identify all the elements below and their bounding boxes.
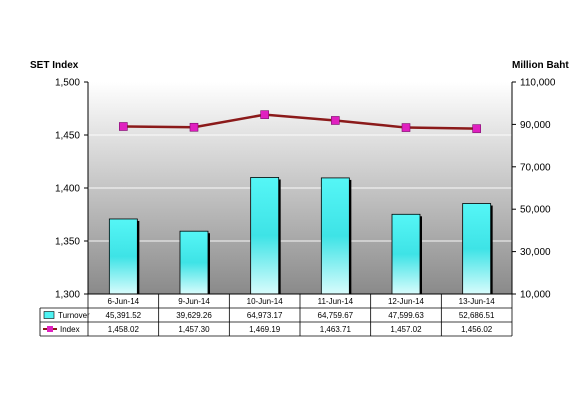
index-line bbox=[123, 113, 477, 130]
bar-turnover bbox=[250, 177, 280, 295]
legend-label-index: Index bbox=[60, 325, 80, 334]
index-marker bbox=[189, 122, 199, 132]
left-tick-label: 1,450 bbox=[55, 131, 80, 142]
x-tick-label: 13-Jun-14 bbox=[459, 297, 496, 306]
right-axis-title: Million Baht bbox=[512, 60, 569, 71]
left-tick-label: 1,400 bbox=[55, 184, 80, 195]
index-marker bbox=[401, 123, 411, 132]
index-value: 1,457.30 bbox=[178, 325, 210, 334]
left-axis-title: SET Index bbox=[30, 60, 79, 71]
index-marker bbox=[472, 124, 481, 133]
turnover-value: 52,686.51 bbox=[459, 311, 495, 320]
turnover-value: 39,629.26 bbox=[176, 311, 212, 320]
turnover-value: 45,391.52 bbox=[106, 311, 142, 320]
bar-turnover bbox=[391, 213, 421, 295]
left-tick-label: 1,300 bbox=[55, 290, 80, 301]
index-value: 1,463.71 bbox=[320, 325, 352, 334]
right-tick-label: 50,000 bbox=[520, 205, 551, 216]
x-tick-label: 6-Jun-14 bbox=[108, 297, 140, 306]
x-tick-label: 10-Jun-14 bbox=[247, 297, 284, 306]
left-tick-label: 1,350 bbox=[55, 237, 80, 248]
bar-turnover bbox=[179, 230, 209, 295]
bar-turnover bbox=[462, 203, 492, 295]
turnover-value: 47,599.63 bbox=[388, 311, 424, 320]
turnover-value: 64,759.67 bbox=[318, 311, 354, 320]
right-tick-label: 90,000 bbox=[520, 120, 551, 131]
x-tick-label: 9-Jun-14 bbox=[178, 297, 210, 306]
x-tick-label: 11-Jun-14 bbox=[318, 297, 354, 306]
index-marker bbox=[119, 122, 128, 131]
x-tick-label: 12-Jun-14 bbox=[388, 297, 425, 306]
index-value: 1,458.02 bbox=[108, 325, 140, 334]
index-value: 1,469.19 bbox=[249, 325, 281, 334]
right-tick-label: 10,000 bbox=[520, 290, 551, 301]
bar-turnover bbox=[108, 218, 138, 295]
right-tick-label: 30,000 bbox=[520, 247, 551, 258]
index-marker bbox=[260, 110, 269, 119]
right-tick-label: 70,000 bbox=[520, 162, 551, 173]
legend-label-turnover: Turnover bbox=[58, 311, 90, 320]
turnover-value: 64,973.17 bbox=[247, 311, 283, 320]
index-marker bbox=[331, 116, 340, 125]
legend-marker-index bbox=[47, 326, 53, 332]
bar-turnover bbox=[320, 177, 350, 295]
right-tick-label: 110,000 bbox=[520, 78, 556, 89]
legend-swatch-turnover bbox=[43, 311, 55, 319]
index-value: 1,457.02 bbox=[390, 325, 422, 334]
left-tick-label: 1,500 bbox=[55, 78, 80, 89]
index-value: 1,456.02 bbox=[461, 325, 493, 334]
